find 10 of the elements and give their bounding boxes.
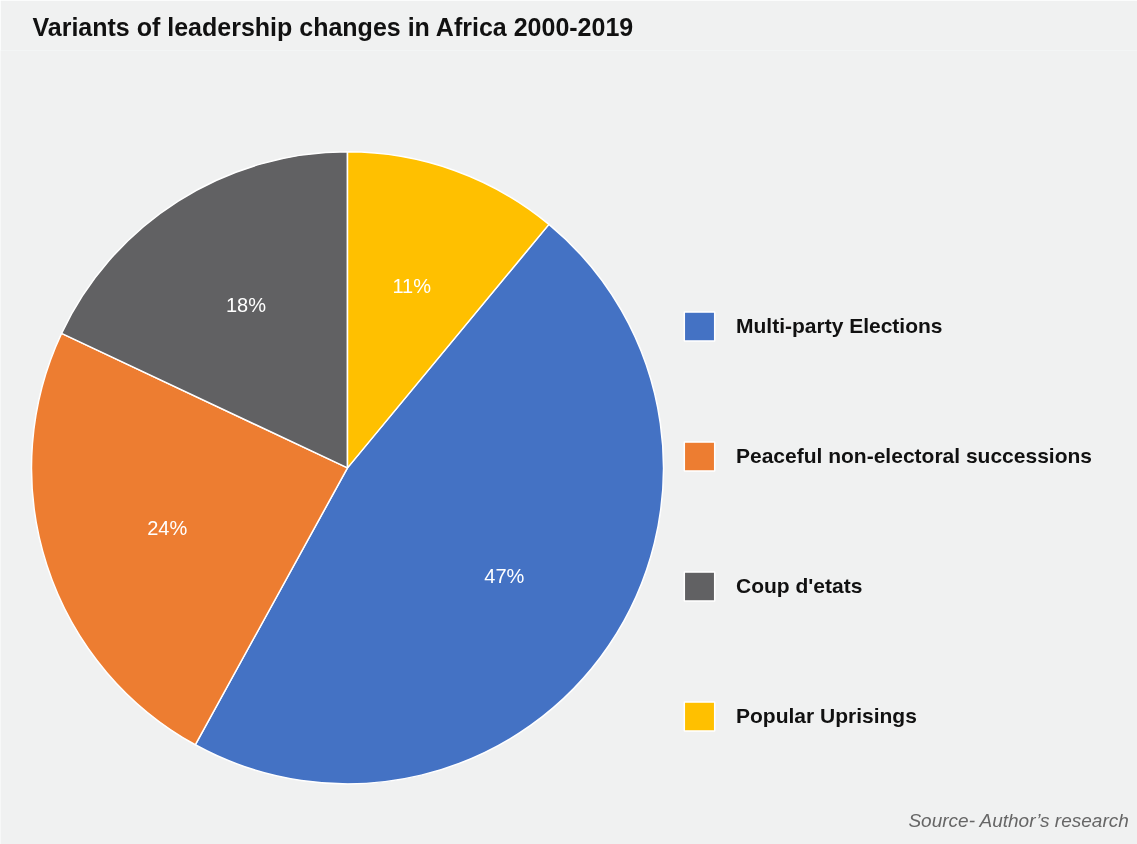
data-label: 47% — [484, 565, 525, 588]
chart-title: Variants of leadership changes in Africa 2000-2019 — [32, 12, 634, 41]
legend-label: Peaceful non-electoral successions — [736, 444, 1092, 468]
source-note: Source- Author’s research — [908, 809, 1129, 831]
data-label: 18% — [225, 293, 267, 316]
data-label: 24% — [147, 516, 188, 539]
legend-label: Multi-party Elections — [736, 314, 943, 338]
data-label: 11% — [392, 275, 432, 298]
legend-label: Popular Uprisings — [736, 704, 917, 728]
legend-label: Coup d'etats — [736, 574, 863, 598]
